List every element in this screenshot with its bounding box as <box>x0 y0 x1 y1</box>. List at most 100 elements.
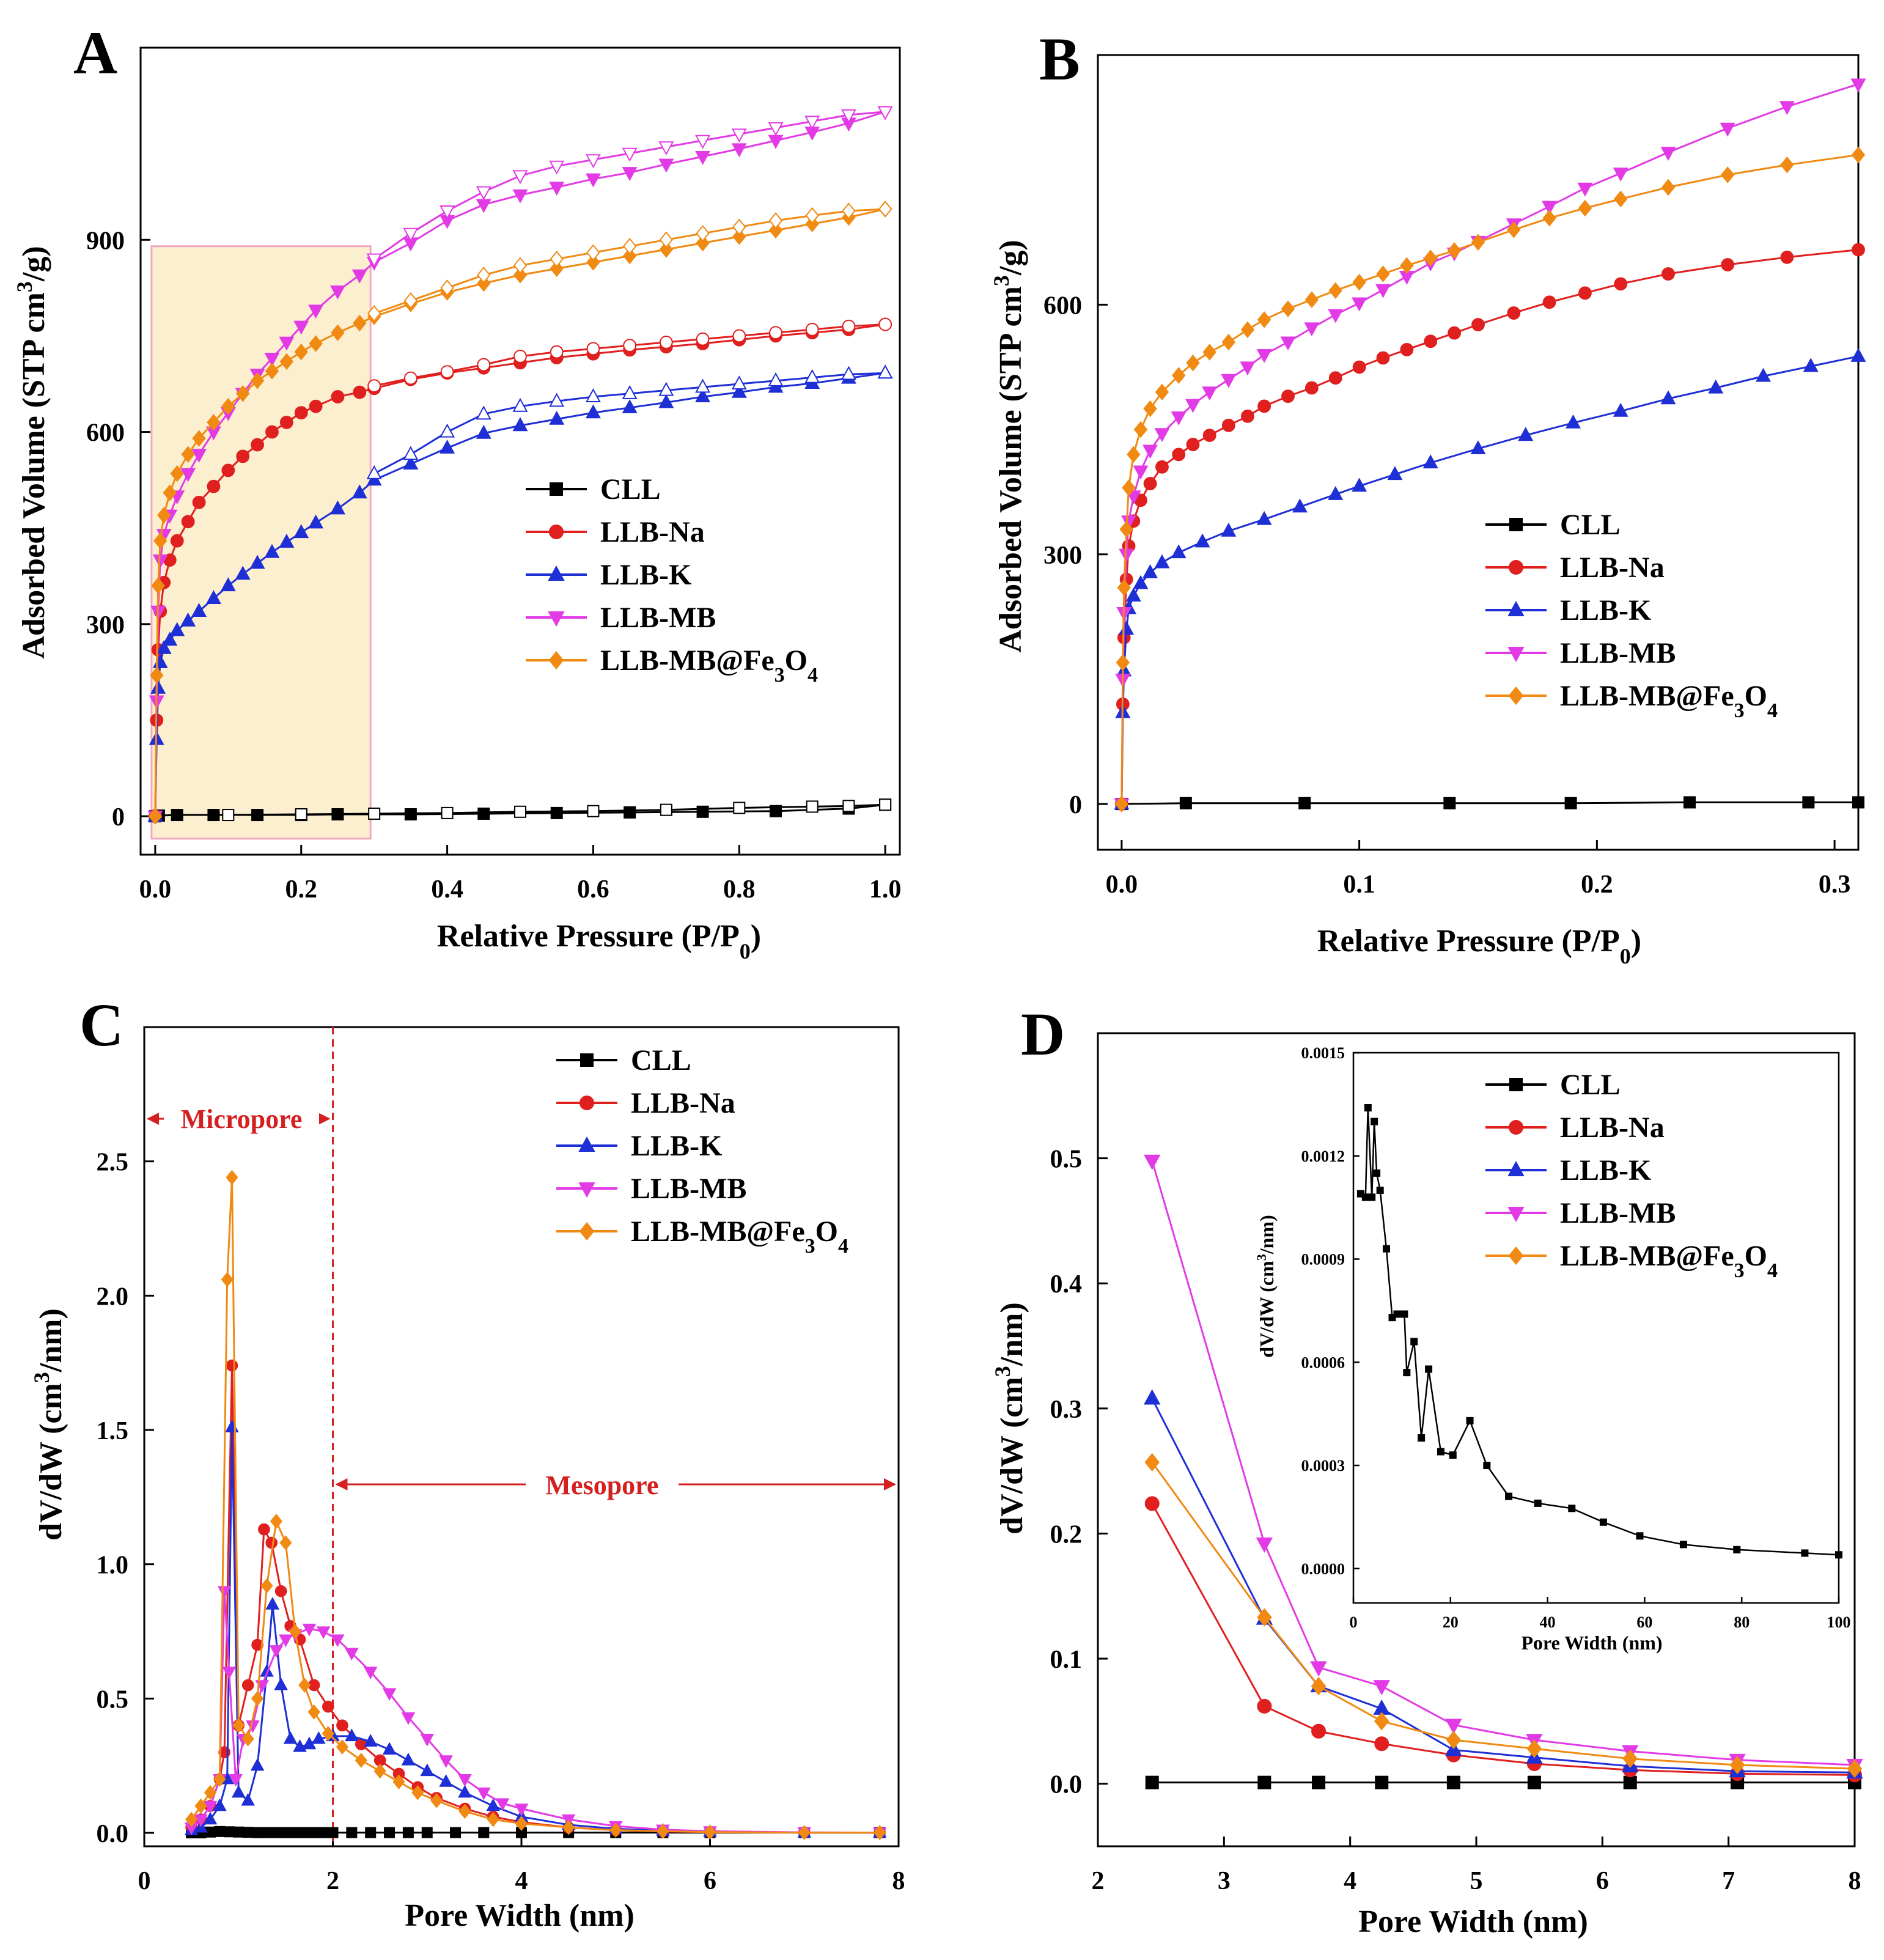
plot-frame <box>1352 1052 1840 1604</box>
inset-xlabel: Pore Width (nm) <box>1521 1632 1662 1654</box>
series-b-LLB-MB-marker <box>1720 122 1735 137</box>
series-b-CLL-marker <box>1683 796 1696 809</box>
series-a-LLB-MB@Fe3O4-des-marker <box>586 244 600 261</box>
series-a-LLB-MB@Fe3O4-ads-marker <box>157 507 171 524</box>
mesopore-label: Mesopore <box>546 1470 659 1500</box>
legend-item: LLB-MB <box>556 1173 746 1205</box>
series-b-LLB-MB-marker <box>1202 386 1218 401</box>
series-b-LLB-Na-marker <box>1507 306 1521 320</box>
series-a-LLB-Na-ads-marker <box>265 425 279 439</box>
legend-item: LLB-K <box>556 1130 722 1162</box>
series-d-LLB-MB-marker <box>1256 1537 1273 1553</box>
x-tick-label: 0 <box>138 1867 151 1895</box>
series-d-LLB-MB-marker <box>1373 1680 1390 1696</box>
series-a-LLB-K-des-marker <box>768 372 784 386</box>
highlight-region <box>150 245 372 840</box>
series-c-LLB-MB@Fe3O4-marker <box>704 1824 716 1840</box>
series-c-LLB-MB@Fe3O4-marker <box>458 1803 471 1819</box>
legend-marker <box>549 525 564 539</box>
series-a-LLB-K-ads-marker <box>220 577 236 592</box>
series-c-CLL-marker <box>233 1826 245 1838</box>
series-b-LLB-MB@Fe3O4-marker <box>1304 291 1319 308</box>
series-a-LLB-MB@Fe3O4-ads-marker <box>207 414 221 431</box>
series-c-LLB-MB-marker <box>477 1787 491 1800</box>
x-tick-label: 0 <box>1350 1613 1358 1631</box>
panel-d-ylabel: dV/dW (cm3/nm) <box>990 1302 1029 1534</box>
series-b-LLB-MB@Fe3O4-marker <box>1376 265 1390 282</box>
series-a-LLB-K-ads-marker <box>308 514 324 529</box>
inset-series-marker <box>1483 1462 1491 1469</box>
series-c-LLB-MB-marker <box>345 1648 359 1661</box>
series-c-LLB-MB-marker <box>420 1734 435 1747</box>
inset-series-marker <box>1361 1193 1369 1201</box>
series-a-LLB-K-ads-marker <box>731 383 747 398</box>
label-backdrop <box>526 1465 679 1503</box>
series-a-LLB-MB@Fe3O4-ads-marker <box>294 343 308 361</box>
series-b-LLB-K-marker <box>1154 554 1170 569</box>
series-b-LLB-MB-marker <box>1660 147 1676 161</box>
series-a-LLB-Na-ads-marker <box>221 463 235 477</box>
series-b-LLB-MB-marker <box>1185 399 1201 413</box>
series-b-LLB-MB-marker <box>1171 411 1187 426</box>
series-a-LLB-MB@Fe3O4-ads-marker <box>586 254 600 271</box>
series-c-LLB-MB-marker <box>382 1688 397 1701</box>
series-c-LLB-Na-marker <box>274 1585 287 1597</box>
series-b-LLB-MB@Fe3O4-marker <box>1352 273 1366 291</box>
x-tick-label: 0.1 <box>1343 871 1375 899</box>
series-a-LLB-MB-des-marker <box>622 147 638 162</box>
series-a-LLB-K-ads-marker <box>329 500 345 515</box>
series-a-CLL-des-marker <box>441 806 454 819</box>
panel-letter-a: A <box>73 19 117 87</box>
y-tick-label: 2.5 <box>97 1149 129 1177</box>
y-tick-label: 300 <box>1043 542 1082 570</box>
legend-marker <box>1507 1160 1525 1176</box>
series-c-LLB-K-marker <box>486 1798 501 1811</box>
inset-series-marker <box>1410 1338 1418 1346</box>
series-b-CLL-marker <box>1298 797 1311 809</box>
series-b-LLB-MB@Fe3O4-marker <box>1578 199 1592 217</box>
series-a-LLB-K-des-marker <box>841 366 856 380</box>
series-a-LLB-K-ads-marker <box>191 603 207 617</box>
series-c-LLB-K-marker <box>250 1758 265 1771</box>
series-a-LLB-Na-des-marker <box>769 326 782 340</box>
inset-ylabel: dV/dW (cm3/nm) <box>1254 1215 1278 1358</box>
series-c-LLB-K-marker <box>260 1663 274 1677</box>
x-tick-label: 0.8 <box>723 875 756 904</box>
series-c-LLB-K-marker <box>274 1677 288 1690</box>
legend-label: LLB-MB@Fe3O4 <box>1560 680 1778 722</box>
legend-marker <box>548 650 564 670</box>
legend-item: LLB-K <box>1485 1154 1651 1187</box>
inset-series-marker <box>1400 1310 1408 1318</box>
series-d-LLB-MB@Fe3O4-marker <box>1526 1739 1542 1758</box>
series-d-LLB-MB@Fe3O4-marker <box>1446 1730 1462 1750</box>
series-a-LLB-MB-ads-marker <box>191 449 207 463</box>
inset-series-marker <box>1733 1546 1741 1553</box>
inset-series-marker <box>1403 1369 1411 1377</box>
series-a-LLB-K-ads-marker <box>403 455 419 470</box>
series-c-LLB-MB-marker <box>203 1800 218 1814</box>
series-a-LLB-MB-ads-marker <box>585 173 601 188</box>
series-b-LLB-K-marker <box>1328 485 1344 500</box>
series-c-LLB-MB-marker <box>330 1634 345 1648</box>
series-c-LLB-K-marker <box>231 1785 246 1798</box>
series-a-LLB-K-ads-marker <box>440 439 455 454</box>
series-c-CLL-marker <box>280 1827 292 1838</box>
series-a-LLB-MB@Fe3O4-ads-marker <box>768 221 783 239</box>
series-a-LLB-MB@Fe3O4-ads-marker <box>153 532 167 550</box>
inset-series-line <box>1360 1107 1839 1556</box>
series-b-LLB-Na-marker <box>1304 381 1319 395</box>
legend-item: LLB-MB@Fe3O4 <box>526 644 818 687</box>
micropore-label: Micropore <box>181 1104 303 1134</box>
legend-item: CLL <box>556 1044 691 1077</box>
series-b-LLB-MB-marker <box>1375 284 1391 298</box>
series-b-LLB-MB@Fe3O4-marker <box>1155 383 1169 401</box>
series-c-LLB-MB@Fe3O4-marker <box>251 1690 264 1706</box>
legend-marker <box>550 482 563 496</box>
series-a-LLB-Na-des-marker <box>805 323 819 336</box>
series-a-LLB-MB@Fe3O4-ads-marker <box>279 353 294 370</box>
series-b-LLB-MB@Fe3O4-marker <box>1127 446 1141 463</box>
legend-label: CLL <box>1560 1069 1621 1101</box>
series-a-LLB-MB@Fe3O4-ads-marker <box>163 484 177 501</box>
inset-series-marker <box>1505 1492 1513 1500</box>
series-a-LLB-K-ads-marker <box>695 388 711 403</box>
